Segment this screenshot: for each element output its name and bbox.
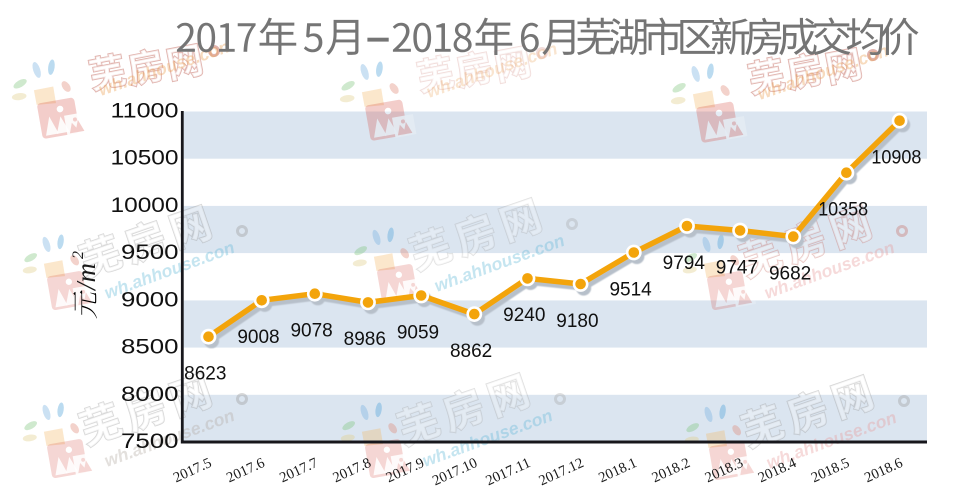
svg-text:/m: /m <box>71 263 101 292</box>
svg-text:9008: 9008 <box>237 327 279 348</box>
svg-text:9059: 9059 <box>397 322 439 343</box>
svg-text:8000: 8000 <box>121 382 179 406</box>
svg-text:9000: 9000 <box>121 287 179 311</box>
svg-text:9180: 9180 <box>556 311 598 332</box>
svg-text:9240: 9240 <box>503 305 545 326</box>
svg-text:8986: 8986 <box>344 329 386 350</box>
svg-text:9514: 9514 <box>609 279 652 300</box>
svg-text:10358: 10358 <box>818 200 868 221</box>
svg-text:9794: 9794 <box>663 253 706 274</box>
svg-text:11000: 11000 <box>111 99 179 123</box>
svg-text:2: 2 <box>70 251 87 259</box>
svg-text:10000: 10000 <box>111 193 179 217</box>
svg-text:8862: 8862 <box>450 341 492 362</box>
svg-text:9682: 9682 <box>769 263 811 284</box>
svg-text:9500: 9500 <box>121 240 179 264</box>
svg-text:9747: 9747 <box>716 257 758 278</box>
svg-text:8623: 8623 <box>184 364 226 385</box>
svg-text:9078: 9078 <box>290 321 332 342</box>
svg-text:7500: 7500 <box>121 429 179 453</box>
svg-text:10908: 10908 <box>871 148 921 169</box>
svg-text:10500: 10500 <box>111 146 179 170</box>
svg-text:8500: 8500 <box>121 335 179 359</box>
